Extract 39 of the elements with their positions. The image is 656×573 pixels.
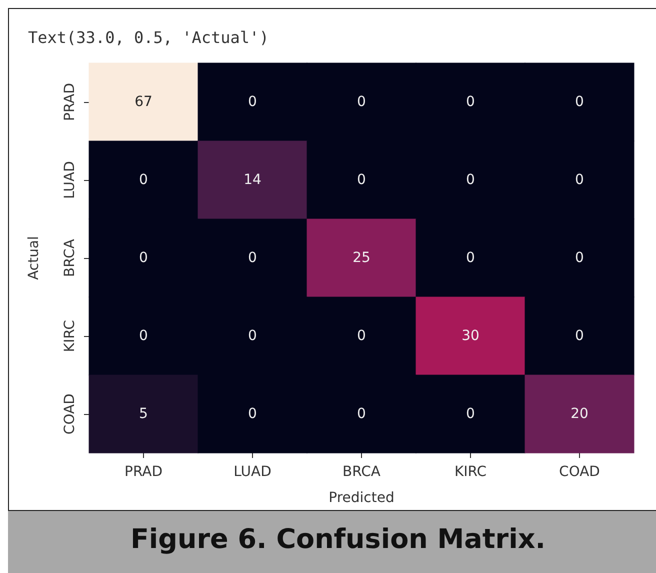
y-tick-label: LUAD [62, 161, 78, 199]
y-tick-label: COAD [62, 394, 78, 434]
data-label: 14 [244, 172, 262, 188]
x-axis-title: Predicted [328, 490, 394, 506]
x-tick-label: KIRC [454, 464, 487, 480]
text: Text(33.0, 0.5, 'Actual') [28, 28, 269, 47]
y-tick-label: PRAD [62, 83, 78, 121]
data-label: 0 [248, 328, 257, 344]
y-axis-title: Actual [26, 236, 42, 280]
data-label: 0 [575, 328, 584, 344]
data-label: 0 [357, 94, 366, 110]
data-label: 0 [466, 172, 475, 188]
x-tick-label: BRCA [342, 464, 381, 480]
data-label: 0 [466, 250, 475, 266]
x-tick-label: LUAD [234, 464, 272, 480]
caption: Figure 6. Confusion Matrix. [8, 510, 656, 573]
data-label: 0 [248, 406, 257, 422]
data-label: 0 [248, 250, 257, 266]
data-label: 20 [570, 406, 588, 422]
data-label: 5 [139, 406, 148, 422]
x-tick-label: PRAD [124, 464, 162, 480]
data-label: 30 [462, 328, 480, 344]
data-label: 0 [466, 406, 475, 422]
y-tick-label: KIRC [62, 320, 78, 352]
data-label: 0 [575, 250, 584, 266]
data-label: 0 [575, 172, 584, 188]
data-label: 0 [139, 172, 148, 188]
x-tick-label: COAD [559, 464, 600, 480]
data-label: 0 [357, 172, 366, 188]
data-label: 0 [139, 328, 148, 344]
data-label: 67 [134, 94, 152, 110]
data-label: 0 [139, 250, 148, 266]
data-label: 0 [357, 406, 366, 422]
data-label: 0 [248, 94, 257, 110]
data-label: 25 [352, 250, 370, 266]
data-label: 0 [575, 94, 584, 110]
data-label: 0 [466, 94, 475, 110]
data-label: 0 [357, 328, 366, 344]
y-tick-label: BRCA [62, 238, 78, 277]
